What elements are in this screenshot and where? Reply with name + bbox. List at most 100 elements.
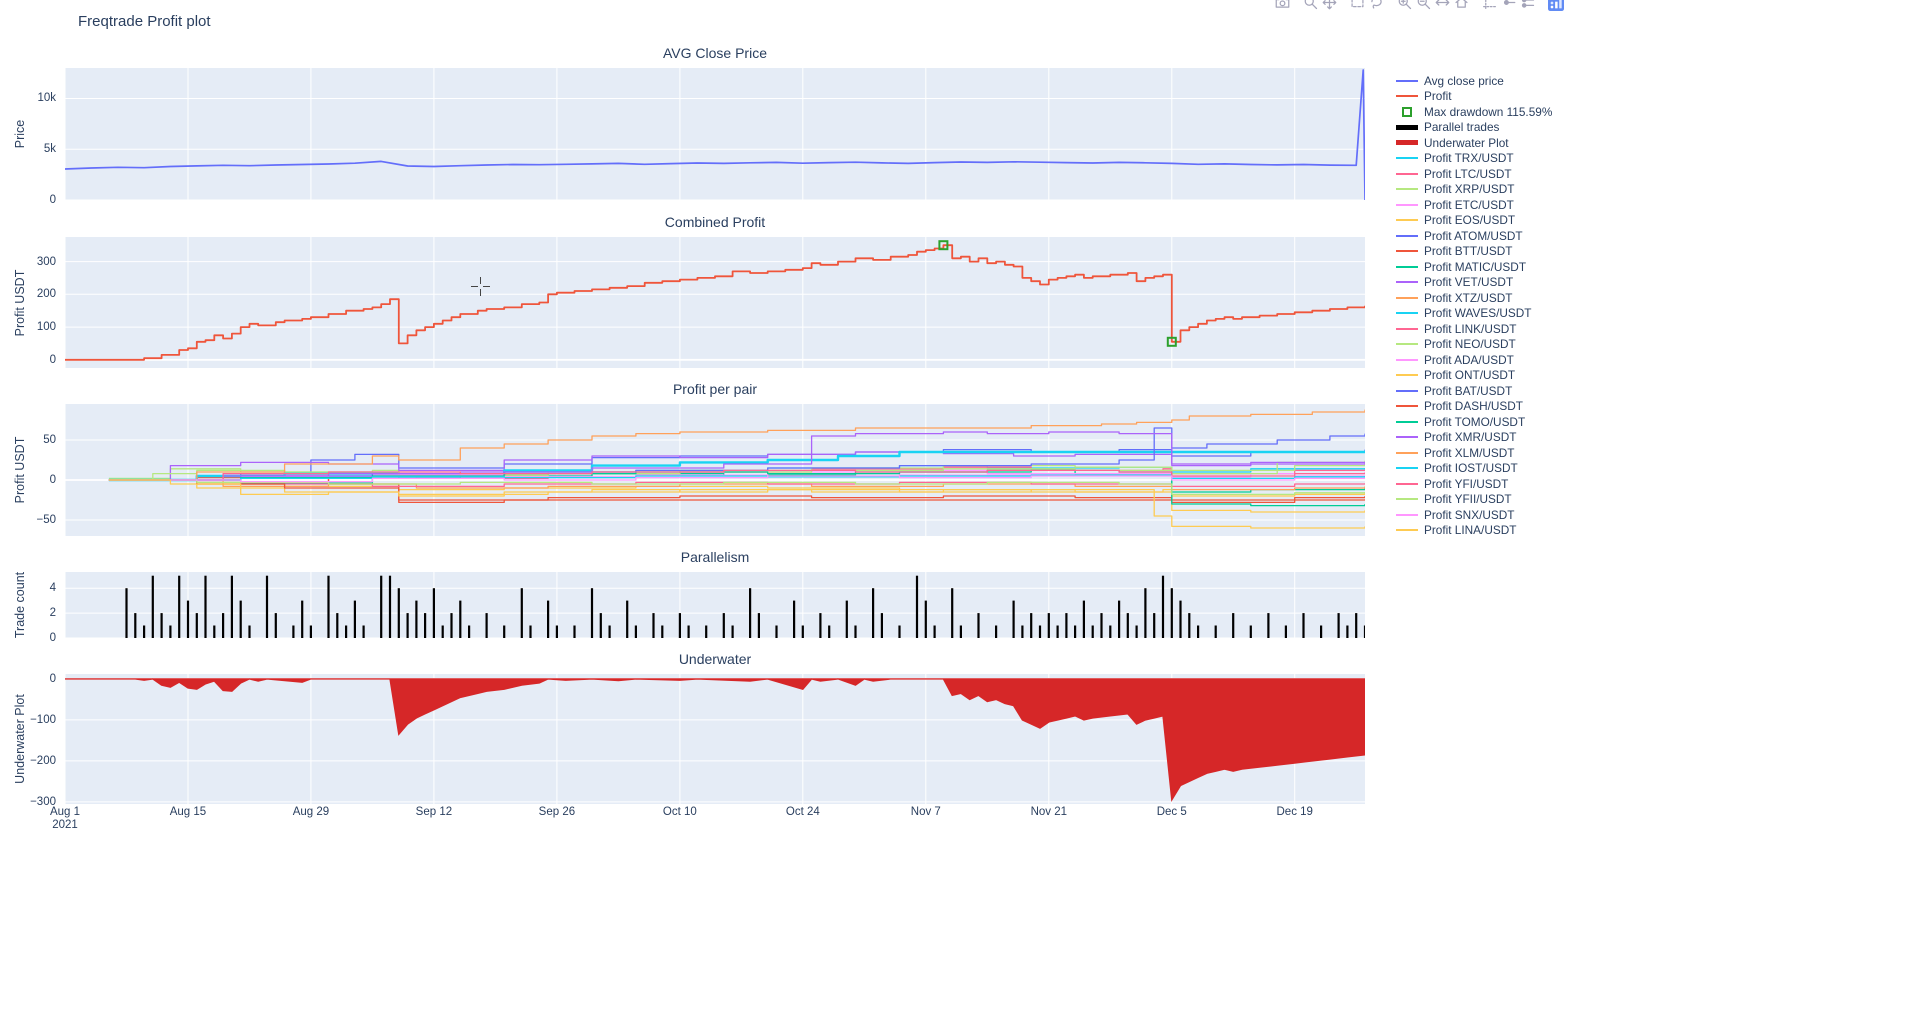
trade-count-bar — [143, 625, 146, 638]
box-select-icon[interactable] — [1348, 0, 1367, 11]
plot-underwater[interactable] — [65, 674, 1365, 804]
x-tick-label: Nov 7 — [910, 806, 941, 818]
legend-item-profit[interactable]: Profit — [1396, 89, 1552, 105]
plot-profit-per-pair[interactable] — [65, 404, 1365, 536]
subplot-title-profit-per-pair: Profit per pair — [672, 381, 758, 397]
combined-profit-canvas[interactable] — [65, 237, 1365, 368]
legend-item-profit-tomo-usdt[interactable]: Profit TOMO/USDT — [1396, 414, 1552, 430]
camera-icon[interactable] — [1273, 0, 1292, 11]
legend-item-avg-close-price[interactable]: Avg close price — [1396, 73, 1552, 89]
legend-item-max-drawdown-115-59-[interactable]: Max drawdown 115.59% — [1396, 104, 1552, 120]
trade-count-bar — [793, 600, 796, 638]
legend-item-profit-eos-usdt[interactable]: Profit EOS/USDT — [1396, 213, 1552, 229]
legend-item-profit-yfii-usdt[interactable]: Profit YFII/USDT — [1396, 492, 1552, 508]
trade-count-bar — [1363, 625, 1365, 638]
trade-count-bar — [529, 625, 532, 638]
legend-label: Profit ONT/USDT — [1424, 368, 1516, 383]
legend-line-swatch — [1396, 188, 1418, 191]
zoom-icon[interactable] — [1301, 0, 1320, 11]
x-tick-label: Oct 10 — [662, 806, 697, 818]
trade-count-bar — [459, 600, 462, 638]
trade-count-bar — [1153, 613, 1156, 638]
legend-item-profit-lina-usdt[interactable]: Profit LINA/USDT — [1396, 523, 1552, 539]
legend-label: Profit BTT/USDT — [1424, 244, 1513, 259]
trade-count-bar — [432, 588, 435, 638]
modebar-group — [1301, 0, 1339, 11]
plot-parallelism[interactable] — [65, 572, 1365, 638]
legend-item-profit-yfi-usdt[interactable]: Profit YFI/USDT — [1396, 476, 1552, 492]
trade-count-bar — [608, 625, 611, 638]
legend-item-profit-waves-usdt[interactable]: Profit WAVES/USDT — [1396, 306, 1552, 322]
trade-count-bar — [1126, 613, 1129, 638]
legend-item-profit-vet-usdt[interactable]: Profit VET/USDT — [1396, 275, 1552, 291]
x-tick-label: Dec 5 — [1156, 806, 1187, 818]
y-tick-label: 300 — [36, 255, 56, 268]
plot-background — [65, 237, 1365, 368]
y-tick-label: 0 — [49, 353, 56, 366]
modebar-group — [1395, 0, 1471, 11]
trade-count-bar — [845, 600, 848, 638]
legend-item-profit-etc-usdt[interactable]: Profit ETC/USDT — [1396, 197, 1552, 213]
legend-item-profit-ont-usdt[interactable]: Profit ONT/USDT — [1396, 368, 1552, 384]
hover-closest-icon[interactable] — [1499, 0, 1518, 11]
legend-item-profit-iost-usdt[interactable]: Profit IOST/USDT — [1396, 461, 1552, 477]
legend-item-profit-xlm-usdt[interactable]: Profit XLM/USDT — [1396, 445, 1552, 461]
plotly-logo[interactable] — [1546, 0, 1565, 11]
trade-count-bar — [819, 613, 822, 638]
legend-item-profit-ltc-usdt[interactable]: Profit LTC/USDT — [1396, 166, 1552, 182]
zoom-out-icon[interactable] — [1414, 0, 1433, 11]
zoom-in-icon[interactable] — [1395, 0, 1414, 11]
legend-item-profit-dash-usdt[interactable]: Profit DASH/USDT — [1396, 399, 1552, 415]
modebar-group — [1348, 0, 1386, 11]
underwater-canvas[interactable] — [65, 674, 1365, 804]
legend-item-profit-ada-usdt[interactable]: Profit ADA/USDT — [1396, 352, 1552, 368]
series-XLM/USDT — [108, 409, 1365, 481]
legend-item-underwater-plot[interactable]: Underwater Plot — [1396, 135, 1552, 151]
plot-avg-close-price[interactable] — [65, 68, 1365, 200]
legend-item-profit-neo-usdt[interactable]: Profit NEO/USDT — [1396, 337, 1552, 353]
legend-item-profit-bat-usdt[interactable]: Profit BAT/USDT — [1396, 383, 1552, 399]
legend-label: Profit XRP/USDT — [1424, 182, 1515, 197]
y-tick-label: 0 — [49, 632, 56, 644]
pan-icon[interactable] — [1320, 0, 1339, 11]
lasso-icon[interactable] — [1367, 0, 1386, 11]
reset-axes-icon[interactable] — [1452, 0, 1471, 11]
legend-item-profit-link-usdt[interactable]: Profit LINK/USDT — [1396, 321, 1552, 337]
plot-combined-profit[interactable] — [65, 237, 1365, 368]
trade-count-bar — [520, 588, 523, 638]
legend-item-profit-xrp-usdt[interactable]: Profit XRP/USDT — [1396, 182, 1552, 198]
legend-item-profit-trx-usdt[interactable]: Profit TRX/USDT — [1396, 151, 1552, 167]
subplot-title-underwater: Underwater — [678, 651, 752, 667]
hover-compare-icon[interactable] — [1518, 0, 1537, 11]
series-YFII/USDT — [108, 479, 1365, 496]
subplot-title-parallelism: Parallelism — [680, 549, 750, 565]
legend-item-profit-matic-usdt[interactable]: Profit MATIC/USDT — [1396, 259, 1552, 275]
trade-count-bar — [441, 625, 444, 638]
legend-item-profit-xmr-usdt[interactable]: Profit XMR/USDT — [1396, 430, 1552, 446]
legend-item-profit-snx-usdt[interactable]: Profit SNX/USDT — [1396, 507, 1552, 523]
legend-item-profit-xtz-usdt[interactable]: Profit XTZ/USDT — [1396, 290, 1552, 306]
trade-count-bar — [599, 613, 602, 638]
legend-label: Profit LTC/USDT — [1424, 166, 1512, 181]
y-tick-label: −100 — [30, 713, 56, 726]
legend-item-parallel-trades[interactable]: Parallel trades — [1396, 120, 1552, 136]
legend-item-profit-btt-usdt[interactable]: Profit BTT/USDT — [1396, 244, 1552, 260]
spikeline-icon[interactable] — [1480, 0, 1499, 11]
trade-count-bar — [239, 600, 242, 638]
legend-line-swatch — [1396, 157, 1418, 160]
autoscale-icon[interactable] — [1433, 0, 1452, 11]
x-tick-label: Aug 29 — [292, 806, 330, 818]
trade-count-bar — [345, 625, 348, 638]
y-tick-label: 100 — [36, 321, 56, 334]
profit-per-pair-canvas[interactable] — [65, 404, 1365, 536]
avg-close-price-canvas[interactable] — [65, 68, 1365, 200]
legend-item-profit-atom-usdt[interactable]: Profit ATOM/USDT — [1396, 228, 1552, 244]
parallelism-canvas[interactable] — [65, 572, 1365, 638]
y-axis-ticks-parallelism: 0 2 4 — [0, 572, 58, 644]
trade-count-bar — [915, 575, 919, 638]
trade-count-bar — [1012, 600, 1015, 638]
trade-count-bar — [1161, 575, 1165, 638]
trade-count-bar — [415, 600, 418, 638]
legend-label: Profit SNX/USDT — [1424, 507, 1515, 522]
